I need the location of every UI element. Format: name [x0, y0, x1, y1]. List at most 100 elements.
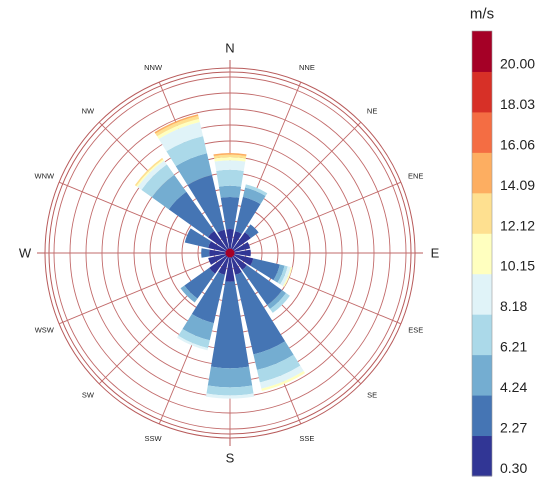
direction-label-wsw: WSW [35, 325, 55, 334]
colorbar-segment [472, 273, 492, 315]
colorbar-segment [472, 31, 492, 72]
wind-wedge-w [201, 248, 210, 258]
wind-wedge-se [269, 292, 290, 313]
wind-wedge-nnw [158, 122, 204, 152]
wind-wedge-ssw [191, 271, 225, 324]
wind-wedge-n [213, 153, 247, 156]
wind-wedge-sw [184, 267, 216, 299]
wind-wedge-ese [250, 258, 280, 281]
wind-wedge-wsw [208, 253, 230, 265]
colorbar-tick: 14.09 [500, 177, 535, 193]
wind-wedge-ssw [182, 314, 214, 341]
grid-spoke [58, 252, 231, 325]
wind-wedge-s [210, 281, 250, 369]
colorbar-tick: 20.00 [500, 55, 535, 71]
wind-wedge-w [209, 249, 230, 257]
colorbar-tick: 4.24 [500, 379, 527, 395]
direction-label-s: S [226, 451, 235, 466]
wind-wedge-nne [242, 187, 266, 205]
wind-wedge-nne [245, 184, 268, 197]
colorbar-segment [472, 435, 492, 477]
wind-wedge-sw [180, 285, 198, 303]
colorbar-tick: 16.06 [500, 136, 535, 152]
direction-labels: N NNE NE ENE E ESE SE SSE S SSW SW WSW W WNW NW NNW [19, 41, 440, 466]
wind-wedge-ese [230, 253, 254, 266]
wind-wedge-wnw [184, 228, 212, 248]
direction-label-wnw: WNW [35, 172, 55, 181]
wind-wedge-sse [235, 271, 286, 355]
wind-wedge-n [213, 154, 247, 159]
wind-wedge-se [267, 290, 287, 310]
wind-wedge-ene [230, 241, 251, 253]
direction-label-n: N [225, 41, 234, 56]
wind-wedge-s [206, 385, 254, 396]
wind-wedge-nw [137, 160, 167, 190]
wind-wedge-nnw [217, 229, 230, 253]
wind-wedge-n [218, 185, 242, 198]
wind-wedge-ese [280, 266, 291, 287]
wind-wedge-nne [230, 231, 242, 253]
colorbar-segment [472, 314, 492, 356]
wind-wedge-n [220, 196, 240, 230]
wind-wedge-nnw [154, 114, 199, 134]
colorbar-tick: 6.21 [500, 339, 527, 355]
direction-label-ene: ENE [408, 172, 423, 181]
direction-label-e: E [431, 246, 440, 261]
wind-wedge-nw [136, 159, 165, 188]
wind-wedge-ese [282, 267, 293, 287]
colorbar-segment [472, 71, 492, 113]
wind-wedge-nnw [157, 118, 200, 140]
direction-label-w: W [19, 246, 32, 261]
colorbar-tick: 2.27 [500, 420, 527, 436]
wind-wedge-nnw [187, 175, 225, 233]
direction-label-se: SE [367, 391, 377, 400]
colorbar-tick: 8.18 [500, 298, 527, 314]
direction-label-nnw: NNW [144, 63, 163, 72]
calm-center-dot [225, 248, 235, 258]
colorbar-frame [471, 30, 493, 477]
wind-wedge-n [214, 160, 246, 171]
wind-wedge-nnw [166, 136, 207, 167]
wind-wedge-sse [230, 253, 242, 275]
wind-wedge-ssw [178, 328, 210, 349]
wind-wedge-wnw [208, 241, 230, 253]
wind-wedge-n [214, 157, 246, 162]
wind-wedge-sw [209, 253, 230, 274]
wind-wedge-ssw [218, 253, 230, 275]
wind-wedge-ese [273, 264, 285, 283]
wind-wedge-s [207, 366, 253, 388]
colorbar-tick: 0.30 [500, 460, 527, 476]
direction-label-ne: NE [367, 106, 377, 115]
wind-wedge-nw [141, 164, 175, 198]
wind-wedge-n [226, 229, 234, 253]
direction-label-ese: ESE [408, 325, 423, 334]
colorbar-segment [472, 192, 492, 234]
colorbar-unit: m/s [470, 6, 494, 23]
grid-spoke [229, 181, 402, 254]
wind-wedge-nne [235, 196, 261, 235]
wind-wedge-se [242, 265, 283, 306]
colorbar-tick: 10.15 [500, 258, 535, 274]
colorbar-tick: 12.12 [500, 217, 535, 233]
wind-wedge-ssw [177, 335, 209, 351]
colorbar-segment [472, 152, 492, 194]
wind-wedge-s [205, 393, 255, 399]
wind-wedge-s [225, 253, 235, 282]
wind-wedge-n [216, 169, 244, 187]
wind-wedge-nw [207, 230, 230, 253]
wind-wedge-nw [168, 191, 215, 238]
colorbar-segment [472, 111, 492, 153]
wind-wedges [134, 114, 306, 399]
colorbar-segment [472, 233, 492, 275]
colorbar-segment [472, 354, 492, 396]
direction-label-sw: SW [82, 391, 95, 400]
wind-wedge-nnw [175, 153, 213, 186]
wind-wedge-e [230, 249, 251, 257]
wind-wedge-ese [277, 265, 288, 285]
direction-label-ssw: SSW [145, 434, 163, 443]
wind-wedge-ne [230, 232, 251, 253]
colorbar-tick: 18.03 [500, 96, 535, 112]
wind-wedge-sse [253, 341, 294, 370]
